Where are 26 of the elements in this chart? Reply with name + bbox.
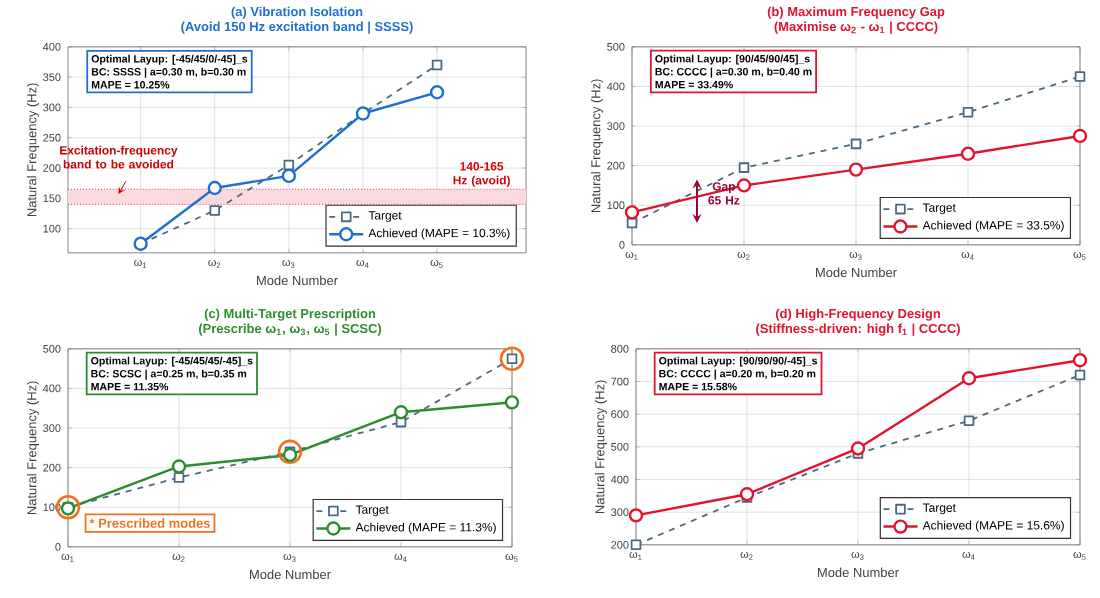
point <box>960 146 976 161</box>
point <box>624 204 640 220</box>
point <box>848 162 864 177</box>
point <box>207 180 222 195</box>
point <box>1072 352 1088 368</box>
point <box>961 370 977 386</box>
point <box>504 394 520 410</box>
point <box>431 59 443 70</box>
point <box>739 486 755 501</box>
point <box>209 204 221 216</box>
point <box>429 84 445 100</box>
point <box>171 458 187 474</box>
point <box>1074 369 1086 380</box>
point <box>1072 128 1088 143</box>
point <box>963 415 975 426</box>
point <box>628 507 644 523</box>
point <box>962 106 974 118</box>
point <box>850 138 862 149</box>
point <box>850 440 866 456</box>
point <box>738 161 750 173</box>
point <box>1074 70 1086 82</box>
point <box>173 471 185 483</box>
point <box>281 168 297 183</box>
point <box>630 539 642 550</box>
point <box>736 177 752 193</box>
point <box>393 404 409 419</box>
